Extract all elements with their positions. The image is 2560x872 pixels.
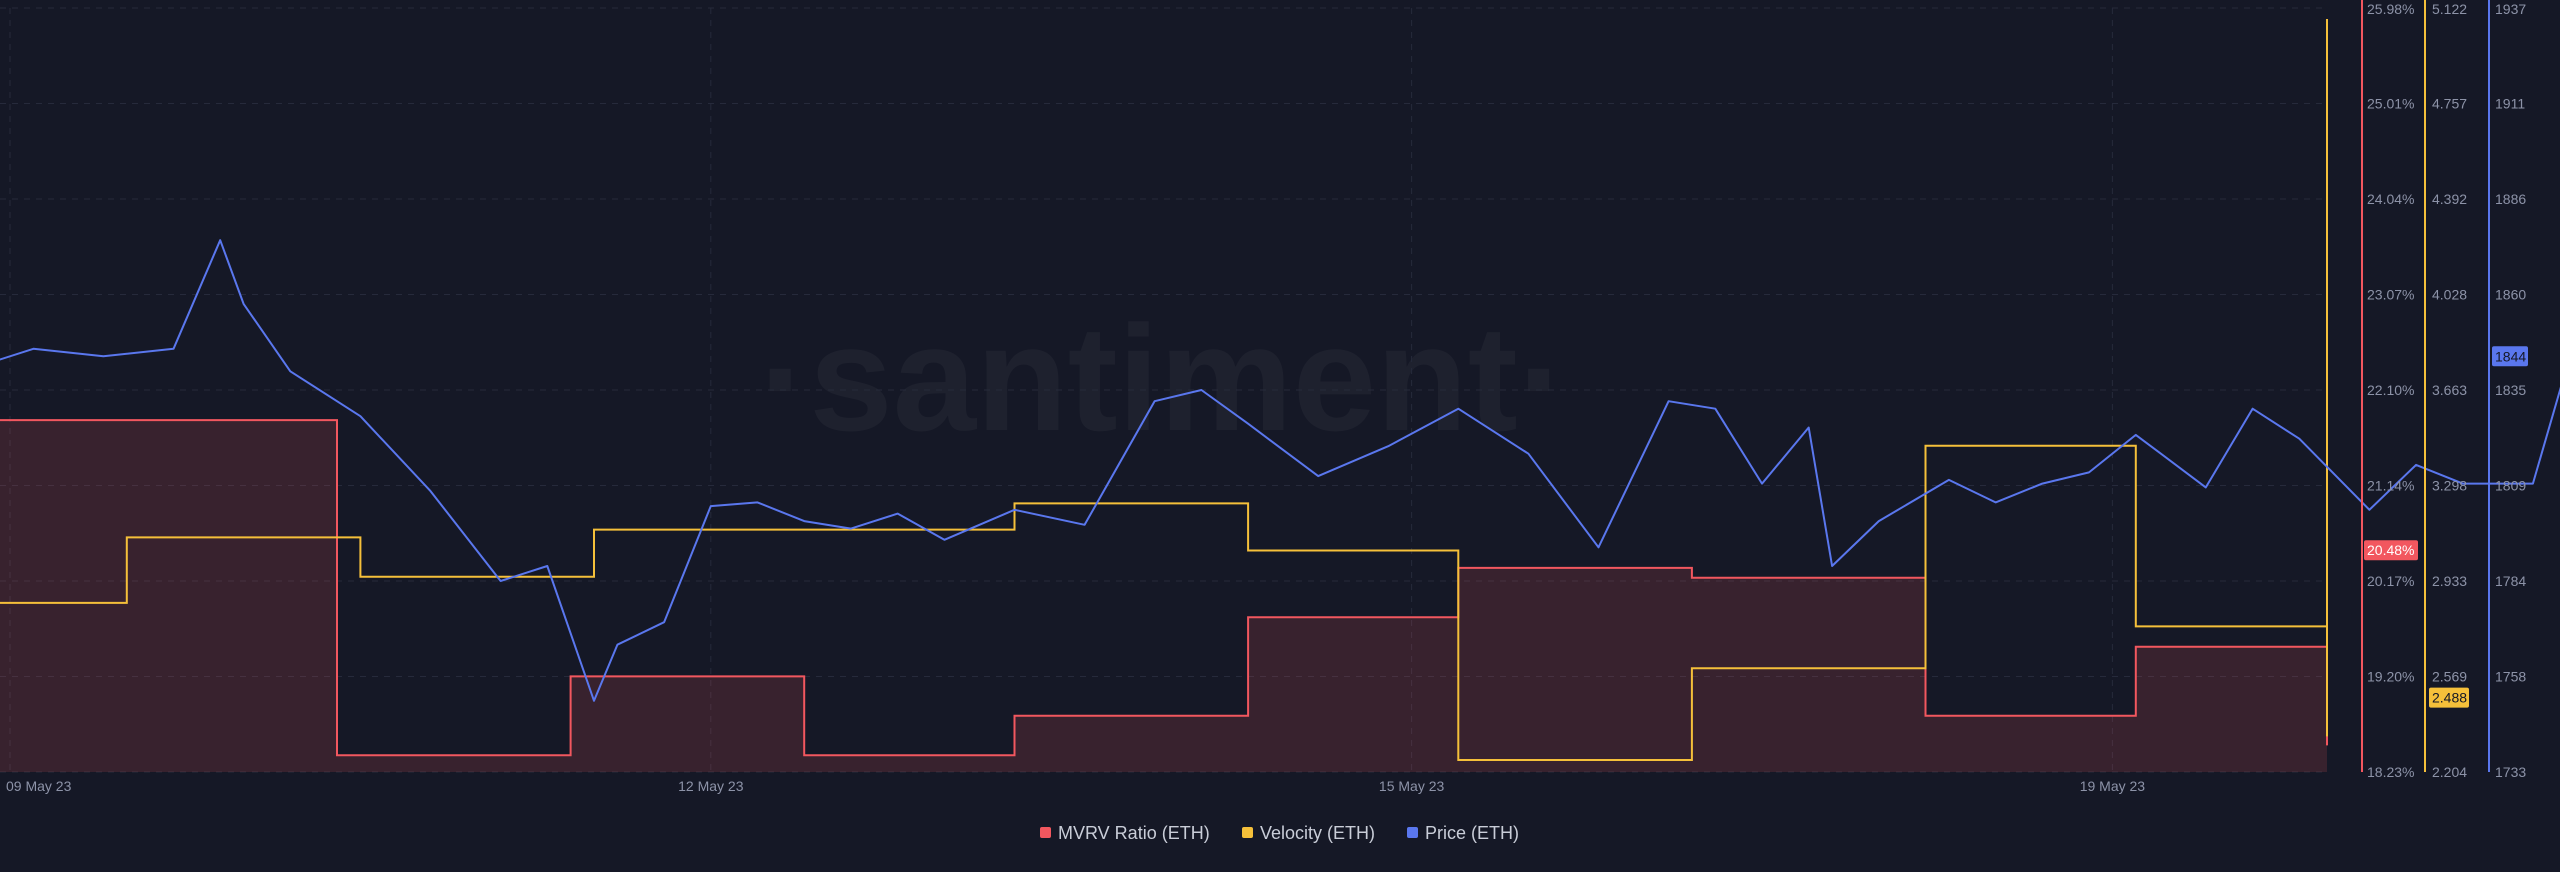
price-axis-tick-label: 1911 [2495, 96, 2525, 112]
price-series-line [0, 239, 2560, 702]
velocity-axis-tick-label: 2.204 [2432, 764, 2467, 780]
mvrv-current-value-badge [2364, 540, 2418, 561]
price-axis-tick-label: 1937 [2495, 1, 2526, 17]
price-axis-tick-label: 1886 [2495, 191, 2526, 207]
price-axis-tick-label: 1784 [2495, 573, 2526, 589]
mvrv-axis-tick-label: 18.23% [2367, 764, 2414, 780]
mvrv-axis-tick-label: 24.04% [2367, 191, 2414, 207]
legend-label: Price (ETH) [1425, 823, 1519, 843]
velocity-axis-tick-label: 5.122 [2432, 1, 2467, 17]
price-axis-tick-label: 1733 [2495, 764, 2526, 780]
legend-swatch [1242, 827, 1253, 838]
price-current-value-label: 1844 [2495, 348, 2526, 364]
velocity-axis-tick-label: 2.569 [2432, 669, 2467, 685]
mvrv-current-value-label: 20.48% [2367, 542, 2414, 558]
price-axis-tick-label: 1835 [2495, 382, 2526, 398]
mvrv-axis-tick-label: 23.07% [2367, 287, 2414, 303]
velocity-axis-tick-label: 3.663 [2432, 382, 2467, 398]
price-axis-tick-label: 1809 [2495, 478, 2526, 494]
velocity-axis-tick-label: 4.757 [2432, 96, 2467, 112]
mvrv-axis-tick-label: 22.10% [2367, 382, 2414, 398]
price-axis-tick-label: 1758 [2495, 669, 2526, 685]
velocity-axis-tick-label: 4.028 [2432, 287, 2467, 303]
x-axis-tick-label: 19 May 23 [2080, 778, 2146, 794]
velocity-axis-tick-label: 4.392 [2432, 191, 2467, 207]
mvrv-axis-tick-label: 20.17% [2367, 573, 2414, 589]
legend-label: Velocity (ETH) [1260, 823, 1375, 843]
price-axis-tick-label: 1860 [2495, 287, 2526, 303]
velocity-current-value-label: 2.488 [2432, 690, 2467, 706]
legend-swatch [1040, 827, 1051, 838]
velocity-current-value-badge [2429, 687, 2469, 708]
velocity-axis-tick-label: 2.933 [2432, 573, 2467, 589]
mvrv-area-fill [0, 35, 2327, 772]
velocity-series-line [0, 19, 2328, 761]
mvrv-axis-tick-label: 25.98% [2367, 1, 2414, 17]
velocity-axis-tick-label: 3.298 [2432, 478, 2467, 494]
mvrv-axis-tick-label: 21.14% [2367, 478, 2414, 494]
legend-swatch [1407, 827, 1418, 838]
legend-label: MVRV Ratio (ETH) [1058, 823, 1210, 843]
x-axis-tick-label: 15 May 23 [1379, 778, 1445, 794]
mvrv-axis-tick-label: 19.20% [2367, 669, 2414, 685]
watermark-text: ·santiment· [759, 294, 1567, 462]
x-axis-tick-label: 09 May 23 [6, 778, 72, 794]
x-axis-tick-label: 12 May 23 [678, 778, 744, 794]
mvrv-axis-tick-label: 25.01% [2367, 96, 2414, 112]
price-current-value-badge [2492, 346, 2528, 367]
